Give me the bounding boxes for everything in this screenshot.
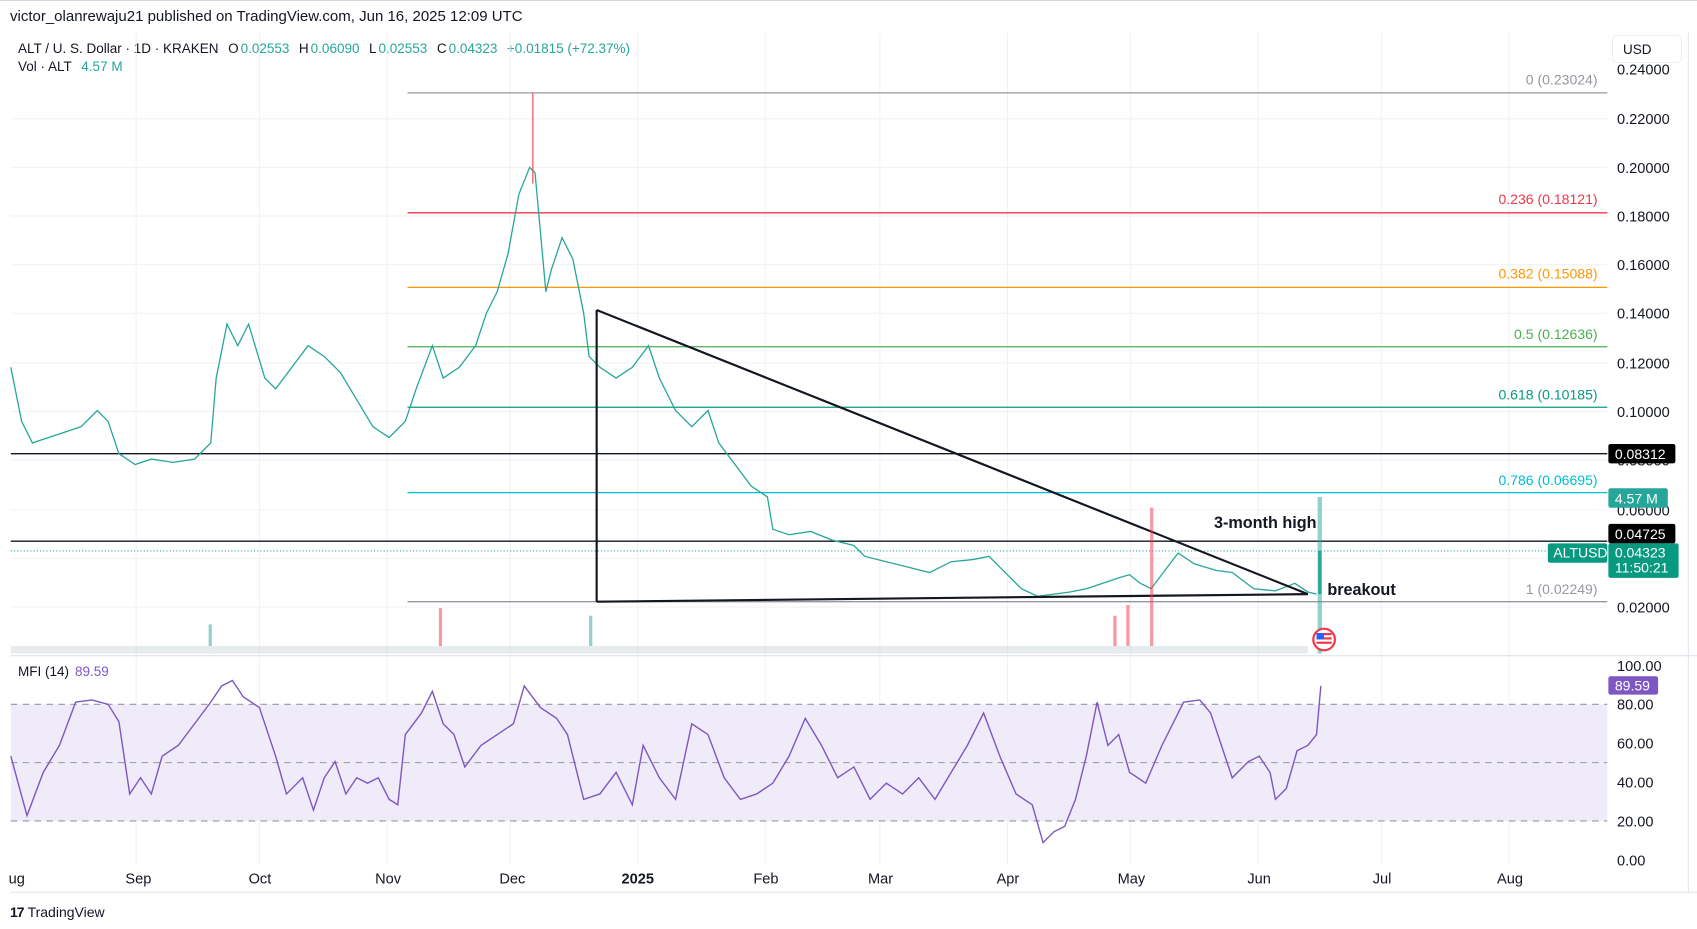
svg-text:0.02000: 0.02000	[1617, 600, 1670, 616]
svg-text:Aug: Aug	[1497, 872, 1523, 888]
svg-text:Sep: Sep	[125, 872, 151, 888]
svg-text:60.00: 60.00	[1617, 737, 1653, 753]
mfi-title[interactable]: MFI (14)	[18, 664, 70, 679]
symbol-legend: ALT / U. S. Dollar · 1D · KRAKEN O 0.0255…	[18, 40, 632, 76]
fib-0618-label: 0.618 (0.10185)	[1498, 387, 1597, 403]
three-month-high-annotation[interactable]: 3-month high	[1214, 514, 1317, 532]
svg-text:0.16000: 0.16000	[1617, 258, 1670, 274]
ohlc-row: ALT / U. S. Dollar · 1D · KRAKEN O 0.0255…	[18, 40, 632, 58]
grid	[10, 32, 1608, 865]
fib-0-label: 0 (0.23024)	[1526, 71, 1598, 87]
tradingview-branding[interactable]: 17 TradingView	[10, 904, 105, 920]
symbol-tag: ALTUSD	[1553, 544, 1607, 560]
mfi-value-tag-bg	[1608, 676, 1659, 695]
last-price-tag: 0.04323	[1615, 544, 1666, 560]
svg-text:0.18000: 0.18000	[1617, 209, 1670, 225]
volume-tag: 4.57 M	[1615, 490, 1658, 506]
svg-text:0.10000: 0.10000	[1617, 405, 1670, 421]
low-value: 0.02553	[378, 41, 428, 56]
svg-text:Nov: Nov	[375, 872, 402, 888]
svg-text:20.00: 20.00	[1617, 814, 1653, 830]
tradingview-brand-text: TradingView	[27, 904, 105, 920]
publish-info: victor_olanrewaju21 published on Trading…	[10, 8, 523, 25]
volume-label[interactable]: Vol · ALT	[18, 59, 72, 74]
svg-text:0.12000: 0.12000	[1617, 356, 1670, 372]
time-axis[interactable]: ug Sep Oct Nov Dec 2025 Feb Mar Apr May …	[9, 872, 1523, 888]
mfi-axis[interactable]: 100.00 80.00 60.00 40.00 20.00 0.00	[1617, 659, 1662, 869]
mfi-value-tag: 89.59	[1615, 677, 1650, 693]
level-tag-high: 0.08312	[1615, 446, 1666, 462]
descending-triangle[interactable]	[595, 309, 1309, 603]
svg-text:80.00: 80.00	[1617, 698, 1653, 714]
open-label: O	[228, 41, 239, 56]
mfi-legend: MFI (14) 89.59	[18, 664, 109, 679]
svg-text:0.24000: 0.24000	[1617, 63, 1670, 79]
breakout-annotation[interactable]: breakout	[1327, 581, 1396, 599]
high-label: H	[298, 41, 309, 56]
svg-text:Oct: Oct	[249, 872, 272, 888]
svg-text:Jun: Jun	[1247, 872, 1271, 888]
volume-row: Vol · ALT 4.57 M	[18, 58, 632, 76]
volume-value: 4.57 M	[81, 59, 123, 74]
high-value: 0.06090	[310, 41, 360, 56]
mfi-value: 89.59	[75, 664, 109, 679]
fib-0236-label: 0.236 (0.18121)	[1498, 191, 1597, 207]
mfi-line	[10, 679, 1322, 844]
svg-text:Apr: Apr	[997, 872, 1020, 888]
svg-text:Feb: Feb	[753, 872, 778, 888]
close-value: 0.04323	[448, 41, 498, 56]
fib-0382-label: 0.382 (0.15088)	[1498, 266, 1597, 282]
fib-05-label: 0.5 (0.12636)	[1514, 326, 1597, 342]
currency-button-overlay[interactable]: USD	[1612, 35, 1682, 63]
top-border	[0, 0, 1697, 1]
fibonacci-retracement[interactable]: 0 (0.23024) 0.236 (0.18121) 0.382 (0.150…	[407, 71, 1608, 603]
svg-text:0.00: 0.00	[1617, 853, 1645, 869]
svg-text:2025: 2025	[622, 872, 654, 888]
countdown-tag: 11:50:21	[1615, 560, 1669, 576]
level-tag-low: 0.04725	[1615, 526, 1666, 542]
svg-text:Mar: Mar	[868, 872, 893, 888]
us-flag-event-icon[interactable]	[1312, 627, 1336, 652]
svg-text:0.14000: 0.14000	[1617, 307, 1670, 323]
fib-0786-label: 0.786 (0.06695)	[1498, 472, 1597, 488]
volume-bars	[10, 496, 1322, 654]
open-value: 0.02553	[240, 41, 290, 56]
change-value: +0.01815 (+72.37%)	[506, 41, 631, 56]
svg-text:40.00: 40.00	[1617, 775, 1653, 791]
svg-text:0.22000: 0.22000	[1617, 112, 1670, 128]
fib-1-label: 1 (0.02249)	[1526, 581, 1598, 597]
svg-text:May: May	[1118, 872, 1146, 888]
symbol-title[interactable]: ALT / U. S. Dollar · 1D · KRAKEN	[18, 41, 219, 56]
svg-text:Dec: Dec	[499, 872, 525, 888]
price-tags: 0.08312 4.57 M 0.04725 ALTUSD 0.04323 11…	[1547, 443, 1679, 578]
svg-text:ug: ug	[9, 872, 25, 888]
svg-text:Jul: Jul	[1373, 872, 1392, 888]
close-label: C	[436, 41, 447, 56]
svg-text:100.00: 100.00	[1617, 659, 1662, 675]
svg-text:0.20000: 0.20000	[1617, 161, 1670, 177]
low-label: L	[369, 41, 377, 56]
tradingview-logo-icon: 17	[10, 904, 25, 920]
